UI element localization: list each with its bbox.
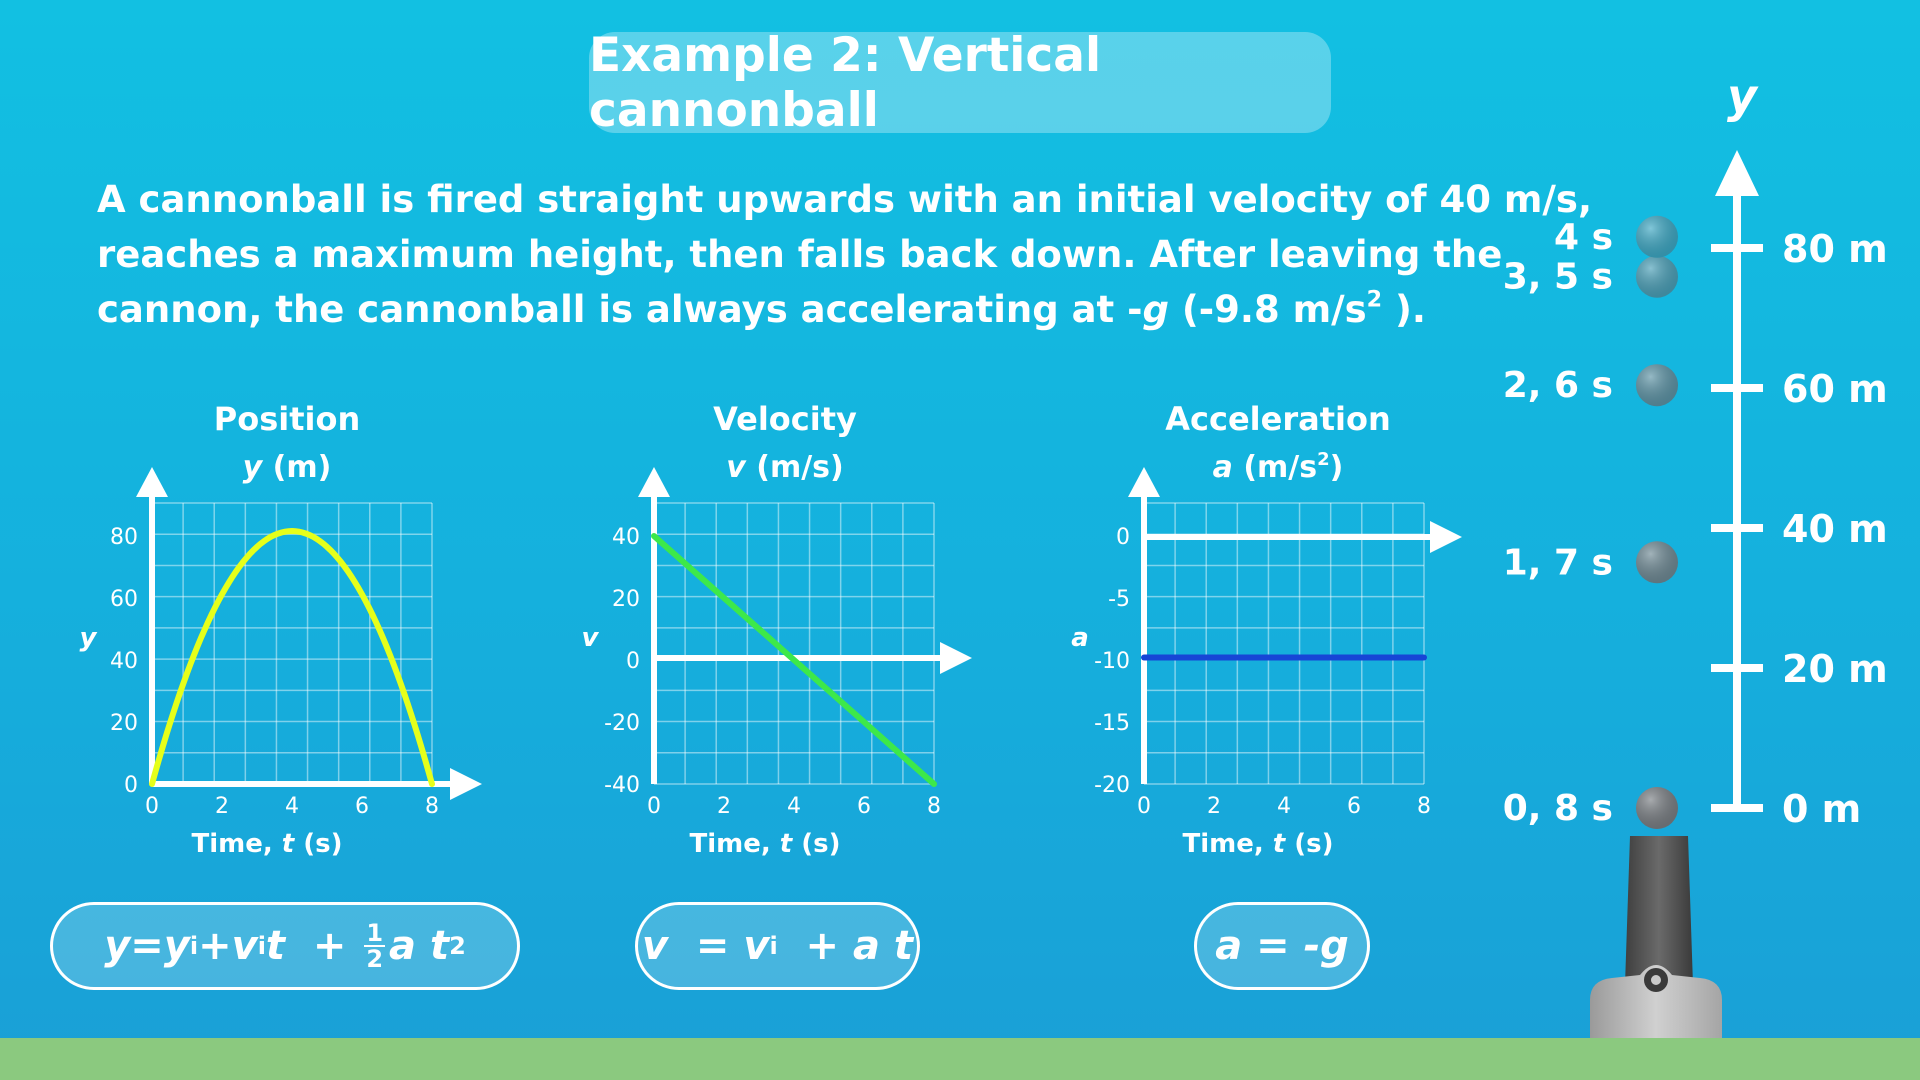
cannonball-shading [1636,364,1678,407]
chart-unit: a (m/s2) [1213,449,1344,485]
x-tick-label: 2 [215,794,229,819]
x-tick-label: 6 [355,794,369,819]
height-axis-arrow [1715,150,1759,196]
y-axis-label: y [80,623,98,653]
y-tick-label: -20 [604,711,640,736]
description-line-3: cannon, the cannonball is always acceler… [97,286,1426,331]
series-line-velocity [651,533,937,787]
cannon-base [1590,965,1722,1038]
y-axis-arrow [1128,467,1160,497]
x-tick-label: 4 [787,794,801,819]
y-axis-label: v [582,623,600,653]
height-tick-label: 40 m [1782,507,1888,551]
chart-grid [151,502,433,785]
y-tick-label: -10 [1094,649,1130,674]
y-tick-label: 40 [110,649,138,674]
y-tick-label: 20 [612,587,640,612]
x-tick-label: 8 [1417,794,1431,819]
chart-title: Velocity [713,400,857,438]
x-tick-label: 4 [285,794,299,819]
height-tick-label: 60 m [1782,367,1888,411]
y-tick-label: -20 [1094,773,1130,798]
x-tick-label: 8 [927,794,941,819]
x-tick-label: 0 [145,794,159,819]
time-axis-arrow [450,768,482,800]
time-axis-arrow [1430,521,1462,553]
y-tick-label: 60 [110,587,138,612]
cannonball-time-label: 0, 8 s [1503,788,1613,829]
x-tick-label: 6 [857,794,871,819]
ground [0,1038,1920,1080]
description-line-1: A cannonball is fired straight upwards w… [97,178,1592,221]
y-tick-label: -40 [604,773,640,798]
x-tick-label: 8 [425,794,439,819]
time-axis-arrow [940,642,972,674]
cannonball-shading [1636,787,1678,829]
y-tick-label: 0 [1116,525,1130,550]
chart-grid [653,502,935,785]
chart-title: Position [214,400,360,438]
cannon-pivot-center [1651,975,1661,985]
y-tick-label: 80 [110,525,138,550]
cannon [1590,836,1722,1038]
cannonball-time-label: 4 s [1554,217,1613,258]
chart-title: Acceleration [1165,400,1390,438]
problem-description: A cannonball is fired straight upwards w… [97,172,1592,337]
y-tick-label: 0 [124,773,138,798]
cannon-barrel [1625,836,1693,985]
y-axis-arrow [136,467,168,497]
x-tick-label: 0 [647,794,661,819]
cannonball-time-label: 2, 6 s [1503,365,1613,406]
chart-grid [1143,502,1425,785]
x-tick-label: 2 [1207,794,1221,819]
y-axis-label: a [1071,623,1089,653]
y-tick-label: -15 [1094,711,1130,736]
y-tick-label: 0 [626,649,640,674]
x-axis-label: Time, t (s) [1182,829,1333,859]
height-tick-label: 20 m [1782,647,1888,691]
cannonball-shading [1636,541,1678,584]
x-tick-label: 4 [1277,794,1291,819]
chart-unit: y (m) [243,450,332,485]
x-tick-label: 0 [1137,794,1151,819]
cannonball-shading [1636,215,1678,258]
cannonball-shading [1636,255,1678,298]
chart-unit: v (m/s) [726,450,844,485]
cannonball-time-label: 3, 5 s [1503,257,1613,298]
chart-acceleration: 0 2 4 6 8 -20 -15 -10 -5 0 Acceleration a (m/s2) a Ti… [1071,400,1462,859]
chart-velocity: 0 2 4 6 8 -40 -20 0 20 40 Velocity v (m/s) v Time, t … [582,400,972,859]
slide-title: Example 2: Vertical cannonball [589,28,1331,138]
x-axis-label: Time, t (s) [689,829,840,859]
series-line-position [149,527,435,787]
height-tick-label: 0 m [1782,787,1861,831]
acceleration-formula: a = -g [1194,902,1370,990]
x-tick-label: 6 [1347,794,1361,819]
cannonball-time-label: 1, 7 s [1503,542,1613,583]
y-tick-label: 40 [612,525,640,550]
description-line-2: reaches a maximum height, then falls bac… [97,233,1503,276]
y-tick-label: 20 [110,711,138,736]
y-axis-arrow [638,467,670,497]
height-axis-label: y [1727,69,1759,123]
y-tick-label: -5 [1108,587,1130,612]
x-axis-label: Time, t (s) [191,829,342,859]
x-tick-label: 2 [717,794,731,819]
height-tick-label: 80 m [1782,227,1888,271]
